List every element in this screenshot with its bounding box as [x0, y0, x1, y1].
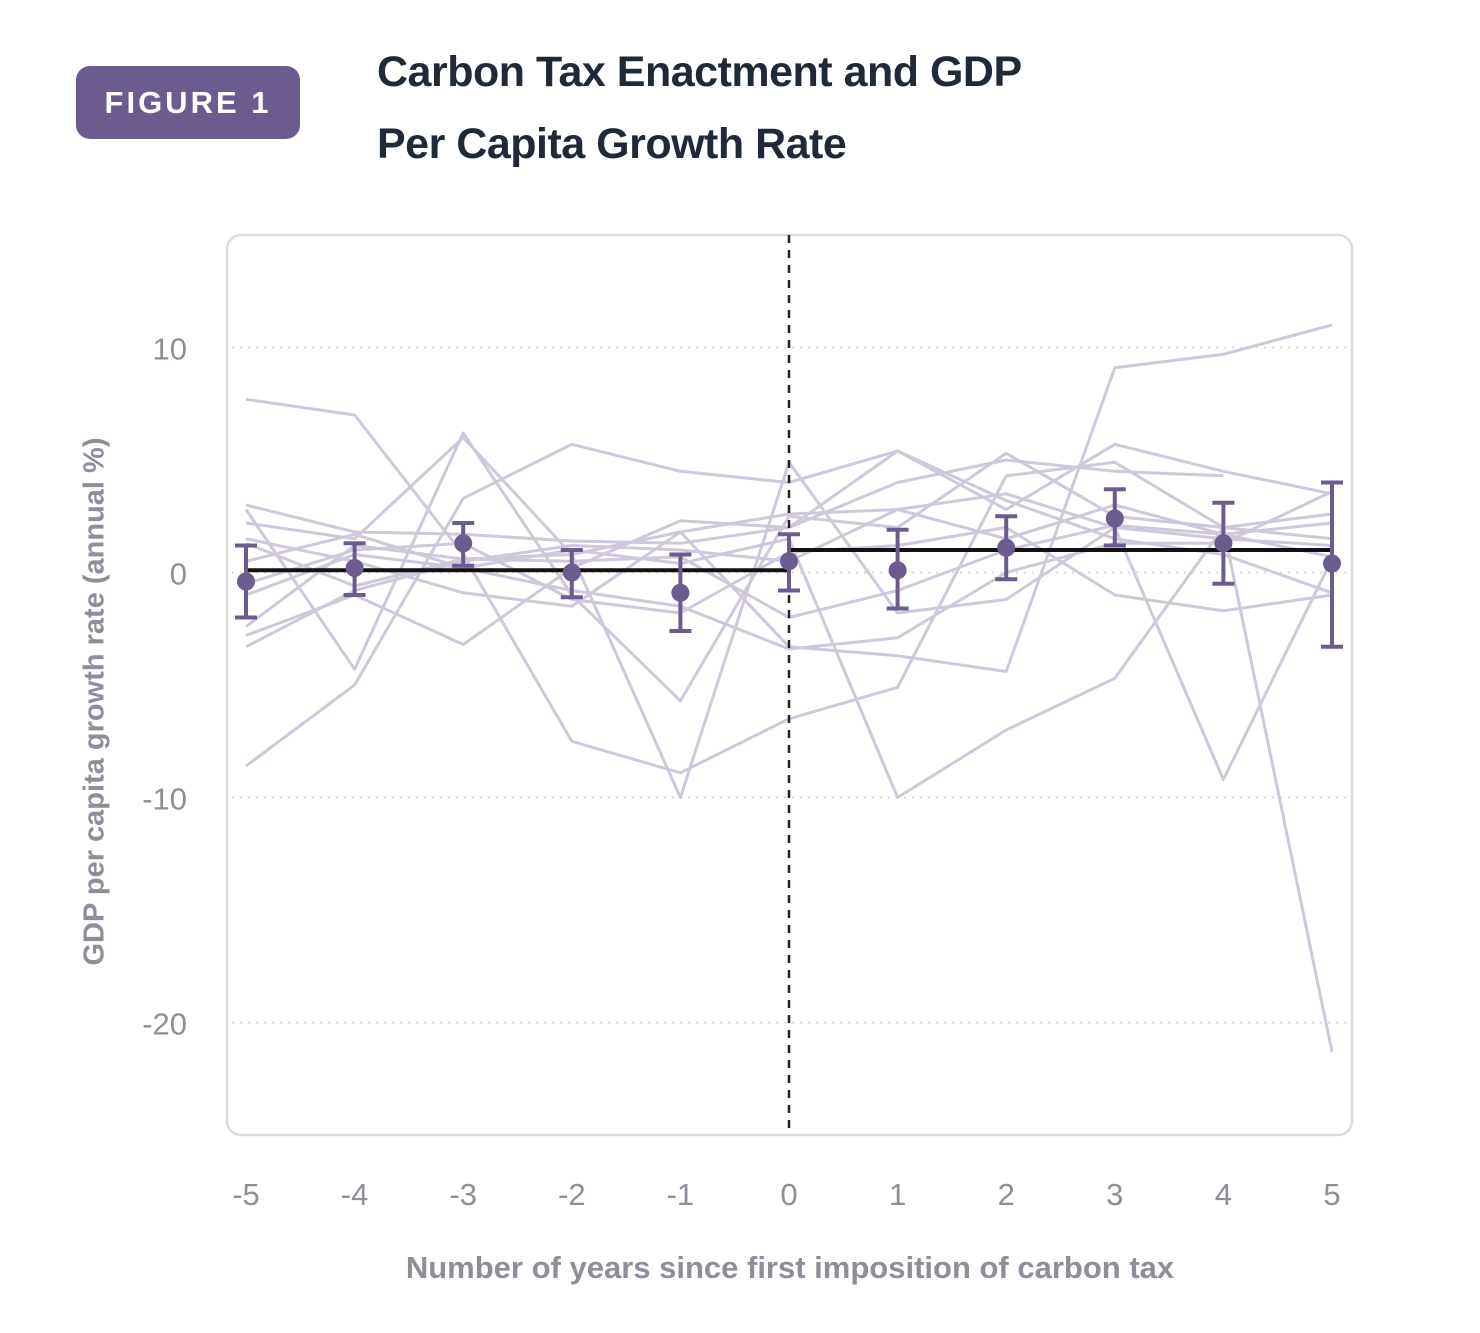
x-tick-label: 4 — [1215, 1177, 1232, 1212]
chart-title: Carbon Tax Enactment and GDP Per Capita … — [377, 36, 1022, 180]
x-tick-labels: -5 -4 -3 -2 -1 0 1 2 3 4 5 — [232, 1177, 1340, 1212]
estimate-point — [454, 534, 473, 553]
chart-title-line-2: Per Capita Growth Rate — [377, 120, 847, 168]
x-axis-label: Number of years since first imposition o… — [405, 1250, 1175, 1285]
estimate-point — [562, 563, 581, 582]
y-tick-label: -10 — [142, 782, 187, 817]
estimate-point — [780, 552, 798, 571]
estimate-point — [671, 583, 690, 602]
country-line — [245, 490, 1333, 651]
figure-badge: FIGURE 1 — [76, 66, 300, 139]
estimate-point — [345, 559, 364, 577]
x-tick-label: -2 — [558, 1177, 586, 1212]
x-tick-label: 3 — [1106, 1177, 1123, 1212]
y-tick-label: 0 — [170, 557, 187, 592]
x-tick-label: 1 — [889, 1177, 906, 1212]
estimate-point — [888, 561, 907, 580]
estimate-point — [997, 538, 1016, 557]
x-tick-label: 5 — [1323, 1177, 1340, 1212]
y-tick-label: -20 — [142, 1007, 187, 1042]
estimate-point — [1105, 509, 1124, 528]
x-tick-label: -3 — [449, 1177, 477, 1212]
estimate-point — [1214, 534, 1233, 553]
x-tick-label: 2 — [998, 1177, 1015, 1212]
x-tick-label: 0 — [780, 1177, 797, 1212]
country-line — [244, 431, 1333, 703]
y-tick-labels: 10 0 -10 -20 — [142, 332, 187, 1042]
x-tick-label: -5 — [232, 1177, 260, 1212]
estimates — [235, 480, 1343, 649]
mean-lines — [246, 548, 1332, 573]
chart-title-line-1: Carbon Tax Enactment and GDP — [377, 48, 1022, 96]
estimate-point — [1323, 554, 1341, 573]
x-tick-label: -1 — [667, 1177, 695, 1212]
y-tick-label: 10 — [153, 332, 187, 367]
estimate-point — [237, 572, 255, 591]
country-line — [245, 503, 1333, 588]
x-tick-label: -4 — [341, 1177, 369, 1212]
y-axis-label: GDP per capita growth rate (annual %) — [78, 437, 111, 966]
